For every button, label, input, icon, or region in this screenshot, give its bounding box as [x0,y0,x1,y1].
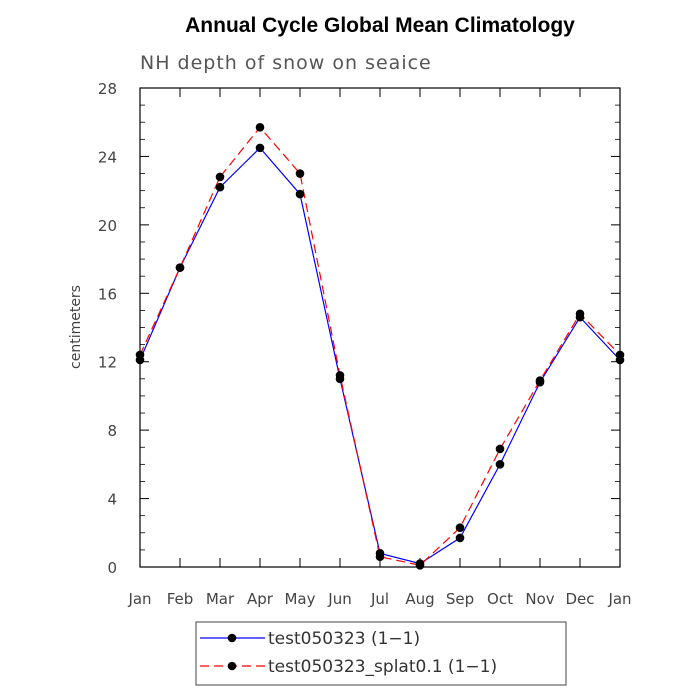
y-tick-label: 12 [98,354,117,372]
data-point-series-2 [175,263,185,272]
y-tick-label: 24 [98,148,117,166]
x-tick-label: Jan [127,590,151,608]
series-line-2 [139,126,621,566]
data-point-series-2 [575,309,585,319]
x-tick-label: Sep [446,590,474,608]
data-point-series-2 [295,169,305,178]
data-point-series-2 [455,523,465,532]
data-point-series-1 [215,182,225,192]
data-point-series-1 [295,189,305,199]
x-tick-label: Nov [525,590,554,608]
plot-frame [139,87,621,568]
chart-title: Annual Cycle Global Mean Climatology [185,14,575,37]
chart-subtitle: NH depth of snow on seaice [140,52,432,74]
x-tick-label: Mar [206,590,235,608]
legend: test050323 (1−1) test050323_splat0.1 (1−… [195,621,567,686]
data-point-series-2 [255,123,265,132]
y-tick-label: 20 [98,217,117,235]
data-point-series-2 [535,376,545,385]
legend-marker-series-2 [227,661,237,671]
legend-box [195,621,567,686]
data-point-series-2 [415,560,425,570]
legend-label-series-1: test050323 (1−1) [268,629,420,649]
y-axis-label: centimeters [68,285,84,369]
x-tick-label: Apr [247,590,274,608]
data-point-series-1 [495,460,505,469]
y-tick-label: 16 [98,285,117,303]
legend-marker-series-1 [227,633,237,643]
y-tick-label: 8 [107,422,117,440]
x-tick-label: Oct [487,590,513,608]
x-tick-label: Jan [607,590,631,608]
series-layer [135,123,625,570]
y-tick-label: 4 [107,491,117,509]
data-point-series-1 [255,143,265,153]
series-line-1 [139,146,621,565]
x-tick-label: Jun [327,590,351,608]
x-tick-label: Feb [167,590,194,608]
data-point-series-2 [335,371,345,380]
data-point-series-2 [495,444,505,454]
x-tick-label: May [284,590,315,608]
x-tick-label: Aug [405,590,434,608]
x-tick-label: Jul [370,590,389,608]
y-tick-label: 28 [98,80,117,98]
data-point-series-1 [455,533,465,543]
data-point-series-2 [215,172,225,182]
ticks-layer: Jan Feb Mar Apr May Jun Jul Aug Sep Oct Nov Dec Jan 0… [98,80,632,608]
data-point-series-2 [375,552,385,562]
y-tick-label: 0 [107,559,117,577]
legend-label-series-2: test050323_splat0.1 (1−1) [268,657,497,677]
x-tick-label: Dec [565,590,594,608]
